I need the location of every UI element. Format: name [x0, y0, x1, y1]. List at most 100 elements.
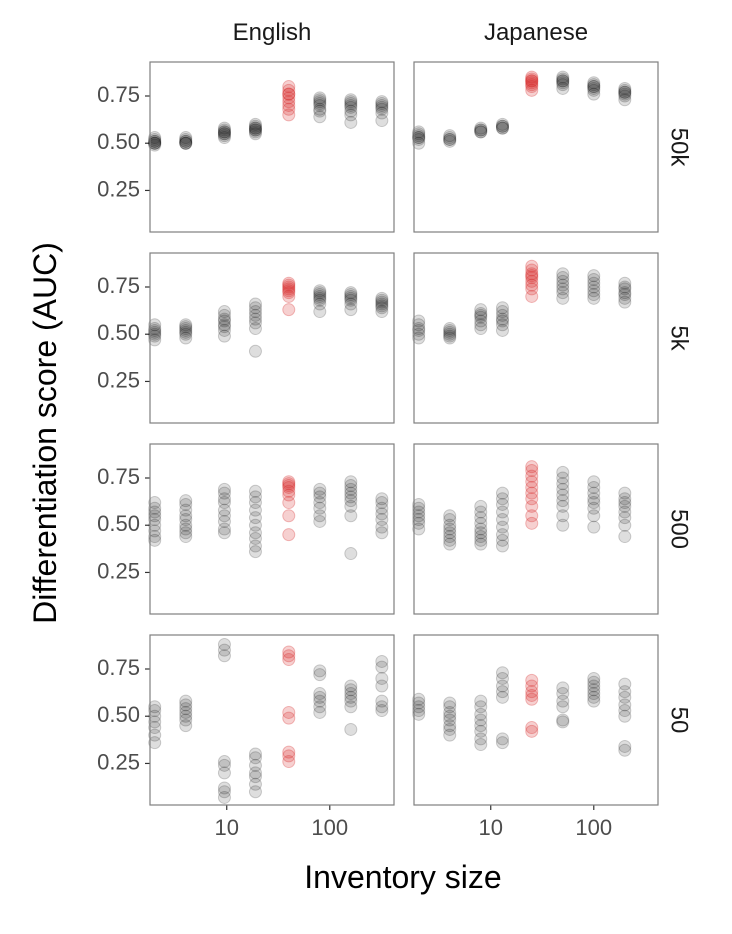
data-point: [344, 293, 358, 307]
data-point: [375, 520, 389, 534]
data-point: [148, 533, 162, 547]
data-point-highlight: [282, 108, 296, 122]
data-point: [587, 501, 601, 515]
data-point: [556, 494, 570, 508]
data-point: [179, 705, 193, 719]
data-point: [179, 323, 193, 337]
data-point: [375, 305, 389, 319]
data-point: [344, 722, 358, 736]
data-point: [412, 707, 426, 721]
data-point: [344, 286, 358, 300]
data-point: [412, 522, 426, 536]
data-point: [474, 125, 488, 139]
data-point: [556, 482, 570, 496]
x-tick-label: 10: [478, 815, 502, 840]
data-point-highlight: [282, 496, 296, 510]
data-point: [556, 286, 570, 300]
data-point: [375, 671, 389, 685]
data-point: [148, 513, 162, 527]
data-point: [474, 516, 488, 530]
data-point: [179, 136, 193, 150]
data-point: [618, 486, 632, 500]
data-point: [474, 123, 488, 137]
data-point: [375, 299, 389, 313]
data-point: [148, 322, 162, 336]
data-point: [148, 715, 162, 729]
data-point: [148, 327, 162, 341]
data-point: [179, 134, 193, 148]
data-point: [179, 320, 193, 334]
data-point: [618, 295, 632, 309]
data-point-highlight: [282, 484, 296, 498]
data-point: [217, 329, 231, 343]
data-point: [217, 305, 231, 319]
data-point: [495, 117, 509, 131]
data-point-highlight: [282, 87, 296, 101]
data-point: [313, 668, 327, 682]
data-point: [587, 81, 601, 95]
data-point: [412, 513, 426, 527]
data-point: [375, 694, 389, 708]
data-point: [217, 766, 231, 780]
data-point: [217, 486, 231, 500]
data-point: [474, 121, 488, 135]
data-point: [556, 267, 570, 281]
data-point: [412, 318, 426, 332]
data-point: [148, 501, 162, 515]
data-point: [474, 505, 488, 519]
data-point: [618, 291, 632, 305]
data-point: [313, 700, 327, 714]
data-point: [179, 497, 193, 511]
data-point: [556, 700, 570, 714]
data-point: [217, 509, 231, 523]
data-point: [474, 713, 488, 727]
data-point: [313, 288, 327, 302]
data-point: [313, 91, 327, 105]
data-point: [217, 503, 231, 517]
data-point: [313, 97, 327, 111]
data-point: [217, 526, 231, 540]
data-point: [474, 511, 488, 525]
row-strip-label: 50: [666, 707, 693, 734]
data-point: [313, 482, 327, 496]
data-point: [148, 524, 162, 538]
data-point: [618, 492, 632, 506]
data-point: [179, 513, 193, 527]
data-point: [495, 492, 509, 506]
data-point: [474, 318, 488, 332]
data-point: [217, 496, 231, 510]
data-point-highlight: [525, 460, 539, 474]
data-point: [375, 526, 389, 540]
data-point: [443, 327, 457, 341]
data-point: [474, 537, 488, 551]
data-point-highlight: [282, 280, 296, 294]
data-point: [375, 95, 389, 109]
data-point: [474, 732, 488, 746]
data-point: [495, 690, 509, 704]
data-point: [248, 484, 262, 498]
data-point-highlight: [282, 98, 296, 112]
data-point: [495, 121, 509, 135]
data-point: [375, 102, 389, 116]
data-point: [556, 471, 570, 485]
data-point: [556, 291, 570, 305]
data-point: [495, 513, 509, 527]
data-point-highlight: [525, 83, 539, 97]
data-point: [344, 95, 358, 109]
data-point: [556, 518, 570, 532]
y-tick-label: 0.75: [97, 82, 140, 107]
data-point: [618, 511, 632, 525]
data-point: [375, 295, 389, 309]
data-point: [248, 312, 262, 326]
column-strip-label: English: [233, 19, 312, 46]
data-point: [474, 310, 488, 324]
data-point: [556, 278, 570, 292]
data-point: [474, 700, 488, 714]
data-point: [344, 490, 358, 504]
data-point: [474, 530, 488, 544]
data-point: [412, 323, 426, 337]
data-point: [248, 297, 262, 311]
data-point: [587, 272, 601, 286]
data-point-highlight: [525, 263, 539, 277]
data-point: [313, 98, 327, 112]
